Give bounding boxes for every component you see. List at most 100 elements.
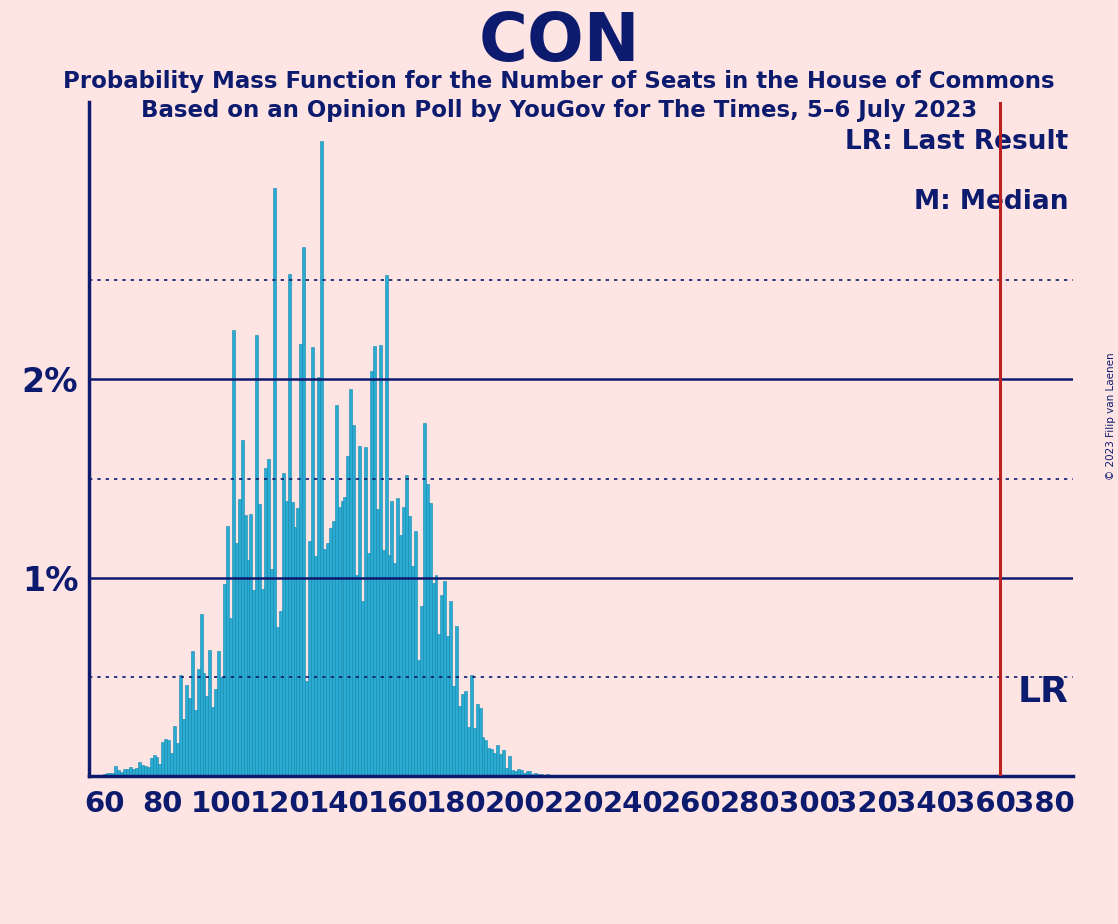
Text: Based on an Opinion Poll by YouGov for The Times, 5–6 July 2023: Based on an Opinion Poll by YouGov for T… [141,100,977,122]
Bar [414,530,417,776]
Bar [394,563,397,776]
Bar [287,274,291,776]
Bar [473,728,475,776]
Bar [475,704,479,776]
Bar [309,541,311,776]
Bar [364,447,367,776]
Bar [479,708,482,776]
Bar [173,726,176,776]
Bar [255,335,258,776]
Bar [211,707,215,776]
Bar [428,504,432,776]
Bar [432,583,435,776]
Bar [291,502,294,776]
Bar [505,768,508,776]
Bar [285,502,287,776]
Bar [294,528,296,776]
Bar [343,497,347,776]
Bar [179,675,182,776]
Bar [161,742,164,776]
Text: © 2023 Filip van Laenen: © 2023 Filip van Laenen [1106,352,1116,480]
Bar [361,602,364,776]
Bar [231,331,235,776]
Bar [482,737,484,776]
Text: CON: CON [479,8,639,75]
Bar [402,506,405,776]
Bar [446,637,449,776]
Bar [271,569,273,776]
Bar [282,473,285,776]
Bar [182,719,184,776]
Bar [376,509,379,776]
Bar [184,685,188,776]
Bar [318,377,320,776]
Bar [170,753,173,776]
Bar [372,346,376,776]
Bar [121,772,123,776]
Bar [126,770,129,776]
Bar [347,456,349,776]
Text: LR: LR [1017,675,1069,709]
Text: M: Median: M: Median [913,189,1069,215]
Bar [417,660,420,776]
Bar [146,767,150,776]
Bar [138,761,141,776]
Bar [215,689,217,776]
Bar [108,773,112,776]
Bar [408,517,411,776]
Bar [534,773,538,776]
Bar [253,590,255,776]
Bar [105,772,108,776]
Bar [379,345,381,776]
Bar [235,543,238,776]
Bar [423,422,426,776]
Bar [103,773,105,776]
Bar [314,556,318,776]
Bar [238,500,240,776]
Bar [367,553,370,776]
Bar [390,501,394,776]
Bar [502,750,505,776]
Bar [141,765,144,776]
Bar [540,773,543,776]
Bar [226,526,229,776]
Bar [461,694,464,776]
Bar [224,584,226,776]
Bar [197,669,200,776]
Bar [332,520,334,776]
Bar [244,516,247,776]
Bar [264,468,267,776]
Bar [381,550,385,776]
Bar [405,475,408,776]
Bar [273,188,276,776]
Bar [352,425,356,776]
Bar [123,769,126,776]
Bar [514,771,517,776]
Bar [278,612,282,776]
Bar [531,774,534,776]
Bar [397,498,399,776]
Bar [529,771,531,776]
Bar [467,727,470,776]
Bar [411,566,414,776]
Bar [546,774,549,776]
Bar [496,745,499,776]
Bar [112,773,114,776]
Bar [164,739,168,776]
Bar [493,752,496,776]
Bar [247,560,249,776]
Bar [484,740,487,776]
Bar [511,770,514,776]
Bar [370,371,372,776]
Bar [455,626,458,776]
Bar [258,505,262,776]
Bar [349,389,352,776]
Bar [276,627,278,776]
Bar [144,767,146,776]
Bar [217,650,220,776]
Bar [176,743,179,776]
Bar [437,635,440,776]
Bar [420,606,423,776]
Bar [206,697,208,776]
Bar [325,542,329,776]
